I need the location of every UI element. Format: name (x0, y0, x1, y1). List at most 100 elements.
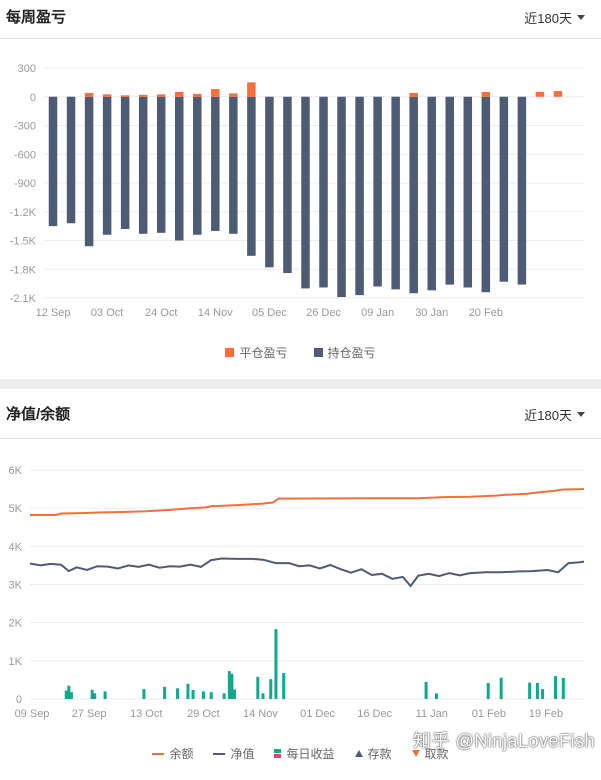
bar-daily-return (528, 682, 532, 699)
networth-header: 净值/余额 近180天 (0, 397, 601, 435)
bar-daily-return (230, 673, 234, 699)
legend-realized[interactable]: 平仓盈亏 (225, 344, 288, 361)
bar-daily-return (142, 689, 146, 699)
bar-unrealized (84, 96, 94, 247)
legend-label-unrealized: 持仓盈亏 (327, 346, 376, 360)
bar-daily-return (93, 693, 97, 699)
legend-balance[interactable]: 余额 (152, 745, 193, 762)
legend-withdrawal[interactable]: 取款 (411, 745, 449, 762)
bar-daily-return (176, 688, 180, 699)
legend-swatch-realized (225, 348, 235, 357)
divider (0, 38, 601, 39)
bar-unrealized (138, 96, 148, 234)
bar-unrealized (337, 96, 346, 298)
networth-chart: 0 1K 2K 3K 4K 5K 6K 09 Sep 27 Sep 13 Oct 29 Oct 14 … (9, 465, 585, 720)
x-tick-label: 14 Nov (243, 708, 278, 720)
weekly-pnl-legend: 平仓盈亏 持仓盈亏 (0, 344, 601, 361)
legend-label-withdrawal: 取款 (424, 747, 449, 761)
legend-swatch-networth (213, 752, 226, 755)
legend-label-balance: 余额 (169, 747, 194, 761)
bar-unrealized (102, 96, 112, 235)
legend-unrealized[interactable]: 持仓盈亏 (313, 344, 376, 361)
line-networth (29, 557, 585, 588)
bar-realized (481, 91, 491, 97)
x-tick-label: 29 Oct (187, 708, 219, 720)
bar-daily-return (541, 689, 545, 699)
x-tick-label: 24 Oct (145, 307, 177, 319)
bar-daily-return (201, 691, 205, 699)
bar-unrealized (409, 96, 418, 294)
y-tick-label: -1.5K (10, 236, 37, 248)
bar-daily-return (90, 689, 94, 699)
legend-label-deposit: 存款 (367, 747, 392, 761)
bar-daily-return (233, 689, 237, 699)
bar-unrealized (265, 96, 274, 268)
weekly-pnl-header: 每周盈亏 近180天 (0, 0, 601, 38)
weekly-pnl-chart: 300 0 -300 -600 -900 -1.2K -1.5K -1.8K -2.1K 12 S… (10, 63, 585, 319)
bar-unrealized (283, 96, 292, 274)
x-tick-label: 05 Dec (252, 307, 287, 319)
y-tick-label: -1.8K (10, 264, 37, 276)
bar-unrealized (175, 96, 184, 241)
legend-swatch-balance (152, 752, 165, 755)
bar-realized (193, 93, 202, 97)
bar-daily-return (561, 678, 565, 699)
bar-unrealized (481, 96, 491, 293)
networth-range-label: 近180天 (524, 408, 572, 423)
bar-daily-return (486, 682, 490, 699)
bar-daily-return (434, 693, 438, 699)
bar-unrealized (463, 96, 473, 288)
y-tick-label: 1K (9, 656, 23, 668)
y-tick-label: 4K (9, 541, 23, 553)
bar-unrealized (445, 96, 454, 285)
bar-unrealized (391, 96, 400, 290)
y-tick-label: -2.1K (10, 293, 37, 305)
x-tick-label: 30 Jan (415, 307, 448, 319)
networth-range-dropdown[interactable]: 近180天 (524, 405, 585, 424)
legend-label-daily-return: 每日收益 (286, 747, 335, 761)
bar-daily-return (535, 682, 539, 699)
y-tick-label: -600 (14, 149, 36, 161)
legend-swatch-unrealized (313, 348, 323, 357)
y-tick-label: 3K (9, 580, 23, 592)
legend-label-networth: 净值 (230, 747, 255, 761)
weekly-range-dropdown[interactable]: 近180天 (524, 8, 585, 27)
bar-unrealized (48, 96, 58, 227)
bar-unrealized (301, 96, 310, 289)
y-tick-label: -300 (14, 121, 36, 133)
bar-daily-return (69, 692, 73, 699)
x-tick-label: 27 Sep (72, 708, 107, 720)
bar-realized (229, 93, 238, 97)
line-balance (30, 488, 585, 516)
bar-daily-return (209, 692, 213, 699)
bar-daily-return (191, 689, 195, 699)
bar-realized (102, 94, 112, 97)
legend-daily-return[interactable]: 每日收益 (274, 745, 335, 762)
x-tick-label: 16 Dec (357, 708, 392, 720)
legend-networth[interactable]: 净值 (213, 745, 254, 762)
bar-daily-return (67, 685, 71, 699)
x-tick-label: 12 Sep (36, 307, 71, 319)
bar-unrealized (156, 96, 166, 233)
x-tick-label: 01 Dec (300, 708, 335, 720)
bar-unrealized (319, 96, 328, 288)
x-tick-label: 03 Oct (91, 307, 123, 319)
divider (0, 438, 601, 439)
bar-unrealized (229, 96, 238, 234)
x-tick-label: 13 Oct (130, 708, 162, 720)
legend-deposit[interactable]: 存款 (354, 745, 392, 762)
networth-legend: 余额 净值 每日收益 存款 取款 (0, 745, 601, 762)
bar-realized (175, 91, 184, 97)
legend-swatch-daily-return (274, 749, 282, 758)
bar-unrealized (517, 96, 527, 285)
y-tick-label: 0 (30, 92, 36, 104)
bar-daily-return (64, 690, 68, 699)
bar-daily-return (163, 686, 167, 699)
bar-realized (553, 91, 563, 97)
bar-daily-return (227, 671, 231, 699)
y-tick-label: -1.2K (10, 207, 37, 219)
bar-realized (535, 91, 545, 97)
bar-unrealized (193, 96, 202, 235)
x-tick-label: 11 Jan (416, 708, 448, 720)
x-tick-label: 19 Feb (529, 708, 563, 720)
